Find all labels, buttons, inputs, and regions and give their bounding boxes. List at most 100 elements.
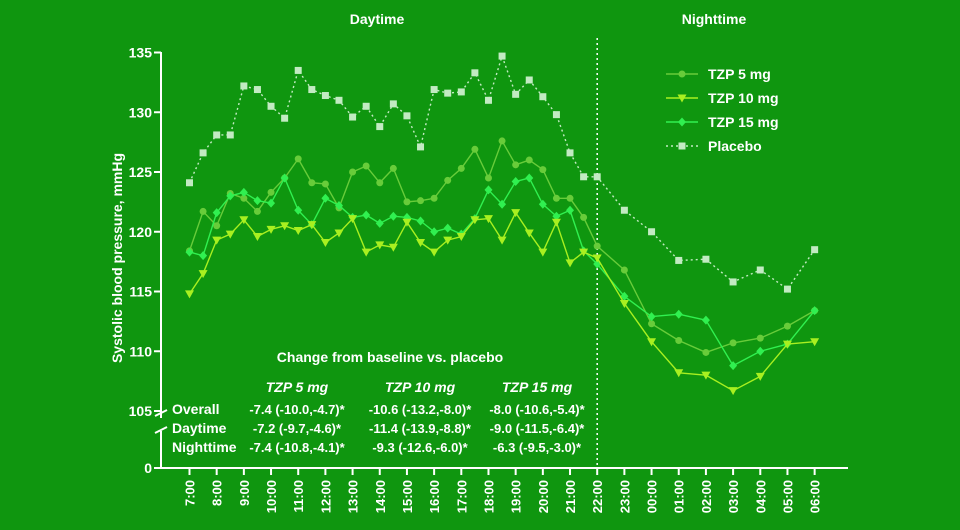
point-tzp-10-mg [225,230,235,239]
legend-marker-tzp-15-mg [678,117,686,127]
change-from-baseline-table: Change from baseline vs. placebo TZP 5 mg… [172,349,586,455]
point-tzp-5-mg [783,322,791,330]
point-tzp-15-mg [239,187,248,197]
point-tzp-5-mg [525,156,533,164]
point-tzp-10-mg [524,229,534,238]
legend-label-tzp-5-mg: TZP 5 mg [708,66,771,82]
x-tick-label: 20:00 [536,480,551,513]
x-tick-label: 10:00 [264,480,279,513]
x-tick-label: 02:00 [699,480,714,513]
point-tzp-15-mg [212,208,221,218]
nighttime-label: Nighttime [682,11,747,27]
point-tzp-5-mg [593,242,601,250]
daytime-label: Daytime [350,11,405,27]
x-tick-label: 7:00 [183,480,198,506]
x-tick-label: 8:00 [210,480,225,506]
point-tzp-15-mg [525,173,534,183]
point-tzp-15-mg [416,216,425,226]
point-placebo [783,285,791,293]
table-cell: -9.3 (-12.6,-6.0)* [372,440,468,455]
point-tzp-5-mg [308,179,316,187]
point-placebo [199,149,207,157]
point-tzp-10-mg [782,340,792,349]
point-placebo [376,123,384,131]
table-cell: -8.0 (-10.6,-5.4)* [489,402,585,417]
point-tzp-15-mg [701,315,710,325]
point-tzp-10-mg [334,229,344,238]
point-tzp-10-mg [619,299,629,308]
point-placebo [226,131,234,139]
legend-label-placebo: Placebo [708,138,762,154]
table-cell: -6.3 (-9.5,-3.0)* [493,440,582,455]
point-tzp-15-mg [430,227,439,237]
point-placebo [240,82,248,90]
point-tzp-15-mg [620,291,629,301]
legend-label-tzp-10-mg: TZP 10 mg [708,90,779,106]
point-placebo [675,256,683,264]
point-tzp-10-mg [307,221,317,230]
point-tzp-15-mg [484,185,493,195]
point-placebo [525,76,533,84]
table-title: Change from baseline vs. placebo [277,349,503,365]
y-tick-label: 130 [129,104,153,120]
point-tzp-5-mg [498,137,506,145]
point-tzp-10-mg [538,248,548,257]
point-tzp-5-mg [512,161,520,169]
series-lines [185,52,820,396]
point-placebo [811,246,819,254]
point-tzp-10-mg [402,218,412,227]
point-tzp-10-mg [416,239,426,248]
point-placebo [580,173,588,181]
table-cell: -7.2 (-9.7,-4.6)* [253,421,342,436]
x-tick-label: 19:00 [509,480,524,513]
point-placebo [566,149,574,157]
x-tick-label: 18:00 [481,480,496,513]
legend-marker-tzp-10-mg [677,94,687,103]
x-tick-label: 00:00 [645,480,660,513]
point-tzp-5-mg [580,213,588,221]
point-tzp-10-mg [185,290,194,299]
point-tzp-10-mg [212,236,222,245]
point-placebo [389,100,397,108]
table-row-label: Daytime [172,420,227,436]
point-tzp-5-mg [213,222,221,230]
point-tzp-10-mg [565,259,575,268]
point-placebo [308,86,316,94]
point-placebo [253,86,261,94]
point-tzp-10-mg [497,236,507,245]
point-tzp-15-mg [199,251,208,261]
point-placebo [552,111,560,119]
point-tzp-5-mg [321,180,329,188]
point-tzp-10-mg [810,338,820,347]
x-tick-label: 06:00 [808,480,823,513]
point-tzp-15-mg [647,312,656,322]
point-tzp-10-mg [592,254,602,263]
point-tzp-5-mg [389,164,397,172]
point-tzp-15-mg [280,173,289,183]
x-tick-label: 14:00 [373,480,388,513]
point-tzp-10-mg [755,372,765,381]
series-line-tzp-5-mg [188,140,815,354]
point-tzp-5-mg [240,194,248,202]
x-tick-label: 15:00 [400,480,415,513]
point-tzp-5-mg [444,176,452,184]
point-tzp-5-mg [702,348,710,356]
point-tzp-10-mg [674,369,684,378]
y-tick-label: 125 [129,164,153,180]
x-tick-label: 03:00 [726,480,741,513]
point-tzp-5-mg [376,179,384,187]
table-cell: -7.4 (-10.8,-4.1)* [249,440,345,455]
x-tick-label: 12:00 [318,480,333,513]
point-placebo [294,66,302,74]
point-tzp-5-mg [199,207,207,215]
point-tzp-15-mg [756,346,765,356]
point-tzp-15-mg [443,223,452,233]
text-labels: Daytime Nighttime Systolic blood pressur… [109,11,746,363]
point-placebo [702,255,710,263]
point-tzp-10-mg [198,270,208,279]
point-tzp-5-mg [648,320,656,328]
point-tzp-10-mg [456,233,466,242]
point-tzp-5-mg [403,198,411,206]
point-tzp-10-mg [443,236,453,245]
